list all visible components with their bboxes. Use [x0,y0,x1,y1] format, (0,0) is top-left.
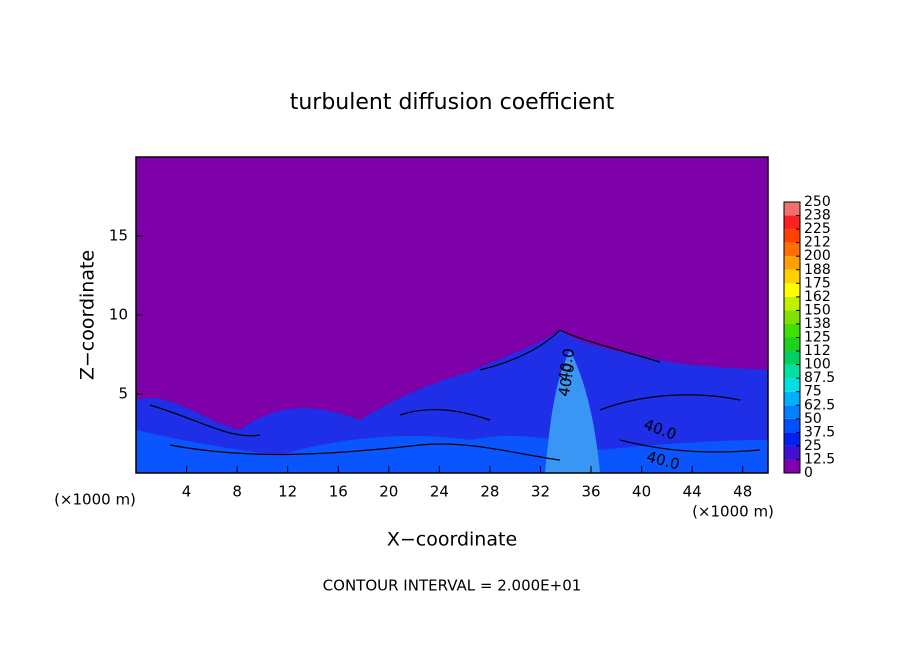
colorbar-segment [784,256,800,270]
x-tick-label: 12 [278,483,297,501]
x-axis-label: X−coordinate [387,529,517,551]
colorbar-segment [784,202,800,216]
colorbar-tick-label: 250 [804,194,831,210]
x-tick-label: 24 [430,483,449,501]
colorbar-segment [784,323,800,338]
field [136,157,768,473]
contour-line [149,329,761,461]
colorbar-segment [784,459,800,473]
colorbar-tick-label: 50 [804,411,822,427]
colorbar-tick-label: 175 [804,275,831,291]
colorbar-segment [784,351,800,365]
colorbar-tick-label: 87.5 [804,370,835,386]
x-tick-label: 48 [733,483,752,501]
colorbar-segment [784,445,800,460]
colorbar-tick-label: 200 [804,248,831,264]
y-unit-label: (×1000 m) [54,491,136,509]
contour-label: 40.0 [555,347,579,383]
colorbar-segment [784,242,800,257]
x-tick-label: 44 [683,483,702,501]
colorbar-tick-label: 12.5 [804,451,835,467]
colorbar-segment [784,269,800,284]
colorbar-segment [784,283,800,297]
colorbar-tick-label: 62.5 [804,397,835,413]
colorbar-tick-label: 25 [804,438,822,454]
x-tick-label: 36 [581,483,600,501]
y-tick-label: 10 [109,306,128,324]
colorbar-segment [784,378,800,392]
colorbar-segment [784,310,800,324]
colorbar-tick-label: 37.5 [804,424,835,440]
colorbar-tick-label: 125 [804,330,831,346]
colorbar-tick-label: 0 [804,465,813,481]
x-tick-label: 28 [480,483,499,501]
x-unit-label: (×1000 m) [692,503,774,521]
colorbar-tick-label: 75 [804,384,822,400]
colorbar-segment [784,337,800,352]
colorbar-segment [784,432,800,446]
y-tick-label: 5 [118,385,128,403]
field-region [136,330,768,473]
colorbar-tick-label: 212 [804,235,831,251]
x-tick-label: 32 [531,483,550,501]
colorbar-segment [784,405,800,419]
colorbar-tick-label: 112 [804,343,831,359]
colorbar-segment [784,364,800,379]
chart-title: turbulent diffusion coefficient [290,90,615,115]
colorbar-segment [784,296,800,311]
x-tick-label: 40 [632,483,651,501]
x-tick-label: 16 [329,483,348,501]
y-axis-label: Z−coordinate [77,250,99,380]
colorbar-segment [784,418,800,433]
colorbar-tick-label: 162 [804,289,831,305]
y-tick-label: 15 [109,227,128,245]
colorbar-tick-label: 238 [804,208,831,224]
colorbar-tick-label: 225 [804,221,831,237]
colorbar-tick-label: 138 [804,316,831,332]
contour-label: 40.0 [555,362,579,398]
colorbar-tick-label: 188 [804,262,831,278]
x-tick-label: 8 [232,483,242,501]
colorbar-segment [784,215,800,230]
field-region [136,430,768,473]
footer: CONTOUR INTERVAL = 2.000E+01 [323,577,582,595]
colorbar-segment [784,391,800,406]
field-region [545,350,600,473]
colorbar-segment [784,229,800,243]
x-tick-label: 20 [379,483,398,501]
colorbar-tick-label: 150 [804,302,831,318]
x-tick-label: 4 [182,483,192,501]
colorbar-tick-label: 100 [804,357,831,373]
